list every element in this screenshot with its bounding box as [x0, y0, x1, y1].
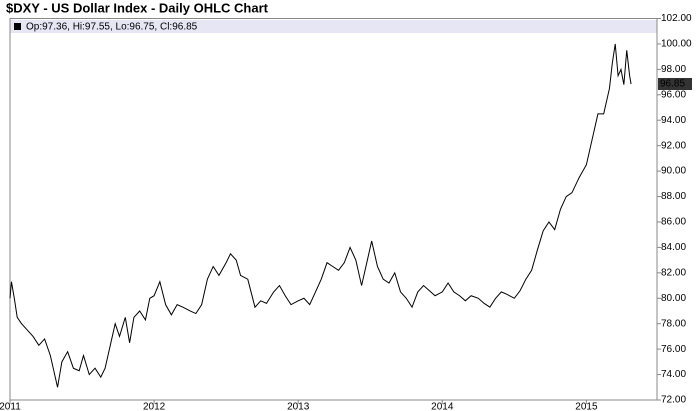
y-tick-label: 94.00	[661, 115, 686, 126]
y-tick-label: 88.00	[661, 191, 686, 202]
last-value-box	[658, 77, 692, 90]
y-tick-label: 84.00	[661, 242, 686, 253]
plot-frame	[9, 18, 658, 401]
y-tick-label: 72.00	[661, 395, 686, 406]
chart-title: $DXY - US Dollar Index - Daily OHLC Char…	[6, 0, 269, 15]
price-line	[9, 43, 632, 388]
y-tick-label: 76.00	[661, 344, 686, 355]
y-tick-label: 100.00	[661, 39, 692, 50]
y-tick-label: 90.00	[661, 166, 686, 177]
legend-swatch	[14, 23, 21, 30]
y-tick-label: 92.00	[661, 140, 686, 151]
x-tick-label: 2011	[0, 402, 21, 411]
y-tick-label: 78.00	[661, 318, 686, 329]
x-tick-label: 2014	[431, 402, 454, 411]
y-tick-label: 98.00	[661, 64, 686, 75]
legend-band	[10, 20, 657, 33]
x-tick-label: 2013	[287, 402, 310, 411]
y-tick-label: 86.00	[661, 217, 686, 228]
y-tick-label: 102.00	[661, 13, 692, 24]
y-tick-label: 82.00	[661, 267, 686, 278]
legend-text: Op:97.36, Hi:97.55, Lo:96.75, Cl:96.85	[26, 22, 198, 33]
x-tick-label: 2015	[575, 402, 598, 411]
y-tick-label: 74.00	[661, 369, 686, 380]
y-tick-label: 96.00	[661, 89, 686, 100]
last-value-label: 96.85	[660, 79, 685, 90]
x-tick-label: 2012	[143, 402, 166, 411]
y-tick-label: 80.00	[661, 293, 686, 304]
